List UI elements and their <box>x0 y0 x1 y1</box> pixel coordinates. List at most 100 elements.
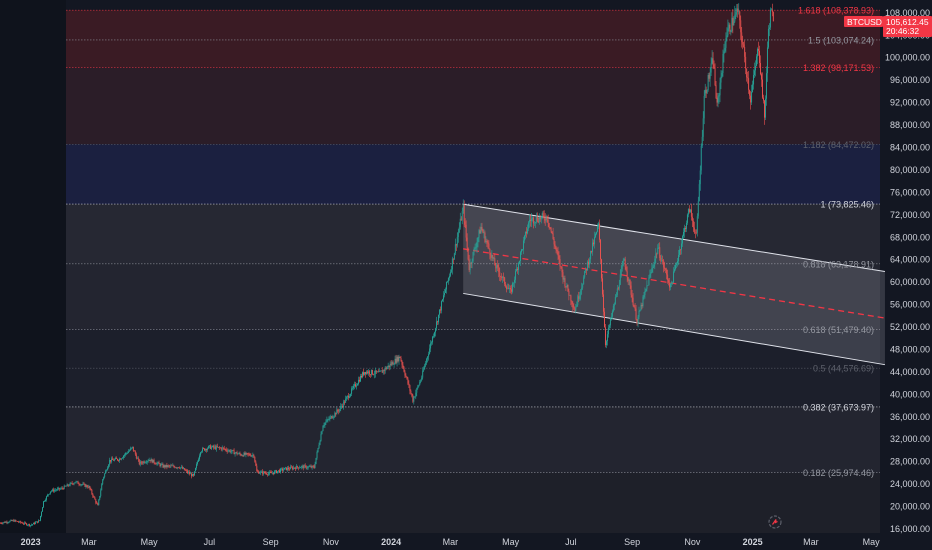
price-tick-label: 88,000.00 <box>890 120 930 130</box>
candle-body <box>428 354 430 357</box>
candle-body <box>258 471 260 474</box>
time-axis[interactable]: 2023 Mar May Jul Sep Nov 2024 Mar May Jul Sep Nov 20… <box>21 537 881 547</box>
candle-body <box>746 68 748 78</box>
candle-body <box>409 385 411 391</box>
candle-body <box>19 521 21 523</box>
regression-channel[interactable] <box>463 203 886 366</box>
candle-body <box>585 269 587 271</box>
candle-body <box>311 465 313 468</box>
candle-body <box>712 58 714 65</box>
candle-body <box>199 455 200 460</box>
candle-body <box>583 277 585 285</box>
candle-body <box>7 522 9 524</box>
candle-body <box>631 294 633 298</box>
candle-body <box>380 370 382 372</box>
candle-body <box>371 369 373 375</box>
candle-body <box>377 371 379 373</box>
candle-body <box>203 448 205 451</box>
candle-body <box>478 230 480 238</box>
fib-level-label: 0.182 (25,974.46) <box>803 468 874 478</box>
candle-body <box>705 89 707 94</box>
candle-body <box>73 483 75 485</box>
candle-body <box>627 276 629 281</box>
candle-body <box>362 372 363 378</box>
price-tick-label: 16,000.00 <box>890 524 930 534</box>
candle-body <box>136 458 138 459</box>
candle-body <box>228 450 230 451</box>
candle-body <box>375 370 377 373</box>
candle-body <box>495 265 497 269</box>
candle-body <box>743 44 745 47</box>
candle-body <box>21 522 23 524</box>
candle-body <box>764 98 766 118</box>
candle-body <box>58 487 60 490</box>
candle-body <box>352 388 354 389</box>
candle-body <box>672 282 674 284</box>
candle-body <box>507 288 509 290</box>
candle-body <box>70 482 72 484</box>
candle-body <box>602 278 603 295</box>
candle-body <box>28 524 30 525</box>
candle-body <box>526 228 528 234</box>
candle-body <box>146 461 148 463</box>
candle-body <box>102 479 104 485</box>
candle-body <box>22 522 24 524</box>
candle-body <box>268 473 270 475</box>
candle-body <box>772 12 774 22</box>
candle-body <box>206 448 208 451</box>
candle-body <box>49 491 51 494</box>
candle-body <box>56 488 58 490</box>
candle-body <box>734 14 736 22</box>
candle-body <box>636 319 638 324</box>
candle-body <box>166 464 168 467</box>
candle-body <box>195 467 197 472</box>
candle-body <box>700 145 702 171</box>
candle-body <box>92 493 94 497</box>
fib-labels: 1.618 (108,378.93) 1.5 (103,074.24) 1.382 … <box>798 6 874 478</box>
candle-body <box>574 308 576 312</box>
candle-body <box>374 370 376 375</box>
candle-body <box>115 458 117 460</box>
candle-body <box>733 21 735 26</box>
candle-body <box>497 264 499 268</box>
candle-body <box>393 364 395 365</box>
candle-body <box>33 522 35 525</box>
candle-body <box>173 465 175 467</box>
candle-body <box>269 472 271 474</box>
candle-body <box>79 484 81 486</box>
candle-body <box>396 356 398 363</box>
candle-body <box>584 270 586 278</box>
candle-body <box>655 253 657 259</box>
candle-body <box>446 281 448 282</box>
candle-body <box>75 481 77 483</box>
candle-body <box>459 218 461 228</box>
candle-body <box>142 461 144 464</box>
candle-body <box>357 383 358 386</box>
last-price-label: 105,612.45 <box>886 17 929 27</box>
candle-body <box>575 306 577 312</box>
candle-body <box>473 248 475 252</box>
candle-body <box>348 395 350 398</box>
candle-body <box>39 520 40 522</box>
candle-body <box>421 377 423 381</box>
candle-body <box>250 455 252 457</box>
candle-body <box>529 219 531 222</box>
candle-body <box>346 397 348 399</box>
candle-body <box>16 520 18 522</box>
candle-body <box>366 371 368 374</box>
candle-body <box>558 255 560 259</box>
price-tick-label: 76,000.00 <box>890 187 930 197</box>
candle-body <box>542 213 544 216</box>
candle-body <box>444 289 446 293</box>
time-tick-label: Jul <box>565 537 577 547</box>
tradingview-badge-icon[interactable] <box>768 515 782 529</box>
candle-body <box>38 520 39 523</box>
candle-body <box>426 358 428 363</box>
candle-body <box>593 242 595 245</box>
candle-body <box>174 466 176 468</box>
candle-body <box>192 474 194 477</box>
candle-body <box>322 426 324 432</box>
candle-body <box>156 463 158 465</box>
candle-body <box>167 465 169 467</box>
